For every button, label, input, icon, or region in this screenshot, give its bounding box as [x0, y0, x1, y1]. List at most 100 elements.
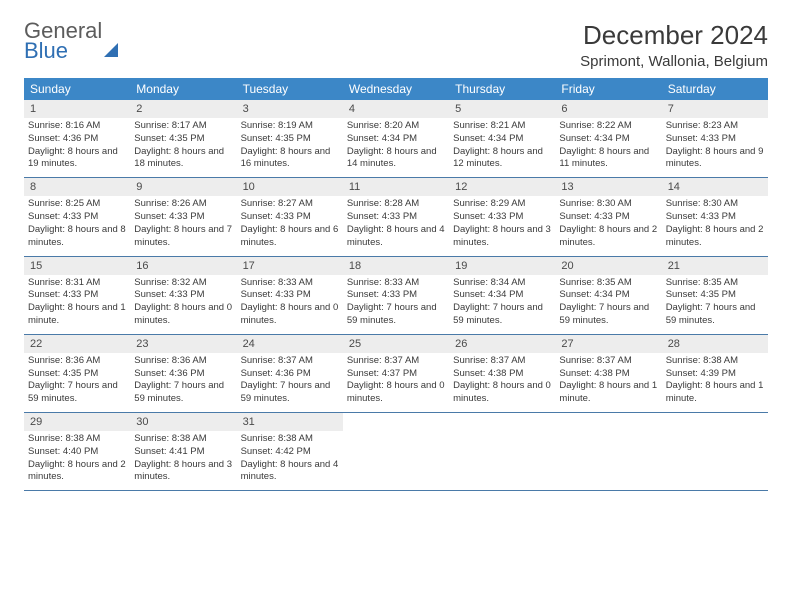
day-number: 6	[555, 100, 661, 118]
day-header: Thursday	[449, 78, 555, 100]
day-number: 26	[449, 335, 555, 353]
day-body: Sunrise: 8:37 AMSunset: 4:37 PMDaylight:…	[343, 353, 449, 406]
day-number: 23	[130, 335, 236, 353]
day-cell: 8Sunrise: 8:25 AMSunset: 4:33 PMDaylight…	[24, 178, 130, 255]
day-body: Sunrise: 8:20 AMSunset: 4:34 PMDaylight:…	[343, 118, 449, 171]
day-cell: 27Sunrise: 8:37 AMSunset: 4:38 PMDayligh…	[555, 335, 661, 412]
day-body: Sunrise: 8:35 AMSunset: 4:35 PMDaylight:…	[662, 275, 768, 328]
calendar: SundayMondayTuesdayWednesdayThursdayFrid…	[24, 78, 768, 491]
location: Sprimont, Wallonia, Belgium	[580, 53, 768, 70]
day-cell: 3Sunrise: 8:19 AMSunset: 4:35 PMDaylight…	[237, 100, 343, 177]
day-number: 31	[237, 413, 343, 431]
day-number: 18	[343, 257, 449, 275]
day-body: Sunrise: 8:25 AMSunset: 4:33 PMDaylight:…	[24, 196, 130, 249]
day-cell: 30Sunrise: 8:38 AMSunset: 4:41 PMDayligh…	[130, 413, 236, 490]
day-header: Wednesday	[343, 78, 449, 100]
day-cell: 5Sunrise: 8:21 AMSunset: 4:34 PMDaylight…	[449, 100, 555, 177]
day-body: Sunrise: 8:33 AMSunset: 4:33 PMDaylight:…	[343, 275, 449, 328]
day-body: Sunrise: 8:21 AMSunset: 4:34 PMDaylight:…	[449, 118, 555, 171]
day-cell: 15Sunrise: 8:31 AMSunset: 4:33 PMDayligh…	[24, 257, 130, 334]
day-body: Sunrise: 8:26 AMSunset: 4:33 PMDaylight:…	[130, 196, 236, 249]
day-cell: 2Sunrise: 8:17 AMSunset: 4:35 PMDaylight…	[130, 100, 236, 177]
day-body: Sunrise: 8:28 AMSunset: 4:33 PMDaylight:…	[343, 196, 449, 249]
day-body: Sunrise: 8:30 AMSunset: 4:33 PMDaylight:…	[662, 196, 768, 249]
day-header: Monday	[130, 78, 236, 100]
day-cell: 17Sunrise: 8:33 AMSunset: 4:33 PMDayligh…	[237, 257, 343, 334]
day-number: 21	[662, 257, 768, 275]
day-cell: 14Sunrise: 8:30 AMSunset: 4:33 PMDayligh…	[662, 178, 768, 255]
day-body: Sunrise: 8:27 AMSunset: 4:33 PMDaylight:…	[237, 196, 343, 249]
day-body: Sunrise: 8:30 AMSunset: 4:33 PMDaylight:…	[555, 196, 661, 249]
day-body: Sunrise: 8:34 AMSunset: 4:34 PMDaylight:…	[449, 275, 555, 328]
day-body: Sunrise: 8:22 AMSunset: 4:34 PMDaylight:…	[555, 118, 661, 171]
day-number: 20	[555, 257, 661, 275]
day-number: 15	[24, 257, 130, 275]
day-number: 22	[24, 335, 130, 353]
day-cell: 18Sunrise: 8:33 AMSunset: 4:33 PMDayligh…	[343, 257, 449, 334]
week-row: 15Sunrise: 8:31 AMSunset: 4:33 PMDayligh…	[24, 257, 768, 335]
day-cell: 25Sunrise: 8:37 AMSunset: 4:37 PMDayligh…	[343, 335, 449, 412]
day-cell: 1Sunrise: 8:16 AMSunset: 4:36 PMDaylight…	[24, 100, 130, 177]
day-cell: 11Sunrise: 8:28 AMSunset: 4:33 PMDayligh…	[343, 178, 449, 255]
day-number: 13	[555, 178, 661, 196]
day-body: Sunrise: 8:23 AMSunset: 4:33 PMDaylight:…	[662, 118, 768, 171]
logo-triangle-icon	[104, 18, 118, 57]
header: General Blue December 2024 Sprimont, Wal…	[24, 20, 768, 70]
day-number: 29	[24, 413, 130, 431]
day-cell: 29Sunrise: 8:38 AMSunset: 4:40 PMDayligh…	[24, 413, 130, 490]
day-cell: 7Sunrise: 8:23 AMSunset: 4:33 PMDaylight…	[662, 100, 768, 177]
day-cell: 22Sunrise: 8:36 AMSunset: 4:35 PMDayligh…	[24, 335, 130, 412]
day-number: 9	[130, 178, 236, 196]
day-number: 5	[449, 100, 555, 118]
day-number: 24	[237, 335, 343, 353]
day-body: Sunrise: 8:38 AMSunset: 4:39 PMDaylight:…	[662, 353, 768, 406]
day-body: Sunrise: 8:17 AMSunset: 4:35 PMDaylight:…	[130, 118, 236, 171]
day-header: Tuesday	[237, 78, 343, 100]
day-cell: 9Sunrise: 8:26 AMSunset: 4:33 PMDaylight…	[130, 178, 236, 255]
day-cell: 31Sunrise: 8:38 AMSunset: 4:42 PMDayligh…	[237, 413, 343, 490]
day-body: Sunrise: 8:38 AMSunset: 4:41 PMDaylight:…	[130, 431, 236, 484]
day-number: 19	[449, 257, 555, 275]
day-number: 4	[343, 100, 449, 118]
day-body: Sunrise: 8:36 AMSunset: 4:36 PMDaylight:…	[130, 353, 236, 406]
day-cell: 6Sunrise: 8:22 AMSunset: 4:34 PMDaylight…	[555, 100, 661, 177]
day-header: Saturday	[662, 78, 768, 100]
day-header: Friday	[555, 78, 661, 100]
day-cell: 20Sunrise: 8:35 AMSunset: 4:34 PMDayligh…	[555, 257, 661, 334]
week-row: 29Sunrise: 8:38 AMSunset: 4:40 PMDayligh…	[24, 413, 768, 491]
day-body: Sunrise: 8:16 AMSunset: 4:36 PMDaylight:…	[24, 118, 130, 171]
logo: General Blue	[24, 20, 118, 62]
day-body: Sunrise: 8:32 AMSunset: 4:33 PMDaylight:…	[130, 275, 236, 328]
week-row: 8Sunrise: 8:25 AMSunset: 4:33 PMDaylight…	[24, 178, 768, 256]
day-cell: 28Sunrise: 8:38 AMSunset: 4:39 PMDayligh…	[662, 335, 768, 412]
weeks-container: 1Sunrise: 8:16 AMSunset: 4:36 PMDaylight…	[24, 100, 768, 491]
day-number: 16	[130, 257, 236, 275]
day-cell: 12Sunrise: 8:29 AMSunset: 4:33 PMDayligh…	[449, 178, 555, 255]
day-cell: 10Sunrise: 8:27 AMSunset: 4:33 PMDayligh…	[237, 178, 343, 255]
day-number: 28	[662, 335, 768, 353]
day-number: 12	[449, 178, 555, 196]
day-body: Sunrise: 8:37 AMSunset: 4:38 PMDaylight:…	[449, 353, 555, 406]
day-number: 17	[237, 257, 343, 275]
day-header-row: SundayMondayTuesdayWednesdayThursdayFrid…	[24, 78, 768, 100]
week-row: 1Sunrise: 8:16 AMSunset: 4:36 PMDaylight…	[24, 100, 768, 178]
day-body: Sunrise: 8:37 AMSunset: 4:36 PMDaylight:…	[237, 353, 343, 406]
day-cell: 24Sunrise: 8:37 AMSunset: 4:36 PMDayligh…	[237, 335, 343, 412]
day-body: Sunrise: 8:31 AMSunset: 4:33 PMDaylight:…	[24, 275, 130, 328]
day-body: Sunrise: 8:33 AMSunset: 4:33 PMDaylight:…	[237, 275, 343, 328]
day-cell: 26Sunrise: 8:37 AMSunset: 4:38 PMDayligh…	[449, 335, 555, 412]
day-cell: 21Sunrise: 8:35 AMSunset: 4:35 PMDayligh…	[662, 257, 768, 334]
day-cell: 16Sunrise: 8:32 AMSunset: 4:33 PMDayligh…	[130, 257, 236, 334]
day-number: 10	[237, 178, 343, 196]
day-cell: 13Sunrise: 8:30 AMSunset: 4:33 PMDayligh…	[555, 178, 661, 255]
day-number: 27	[555, 335, 661, 353]
day-body: Sunrise: 8:36 AMSunset: 4:35 PMDaylight:…	[24, 353, 130, 406]
day-number: 30	[130, 413, 236, 431]
title-block: December 2024 Sprimont, Wallonia, Belgiu…	[580, 20, 768, 70]
day-number: 11	[343, 178, 449, 196]
day-number: 3	[237, 100, 343, 118]
day-number: 2	[130, 100, 236, 118]
day-cell: 4Sunrise: 8:20 AMSunset: 4:34 PMDaylight…	[343, 100, 449, 177]
day-body: Sunrise: 8:38 AMSunset: 4:42 PMDaylight:…	[237, 431, 343, 484]
day-body: Sunrise: 8:19 AMSunset: 4:35 PMDaylight:…	[237, 118, 343, 171]
